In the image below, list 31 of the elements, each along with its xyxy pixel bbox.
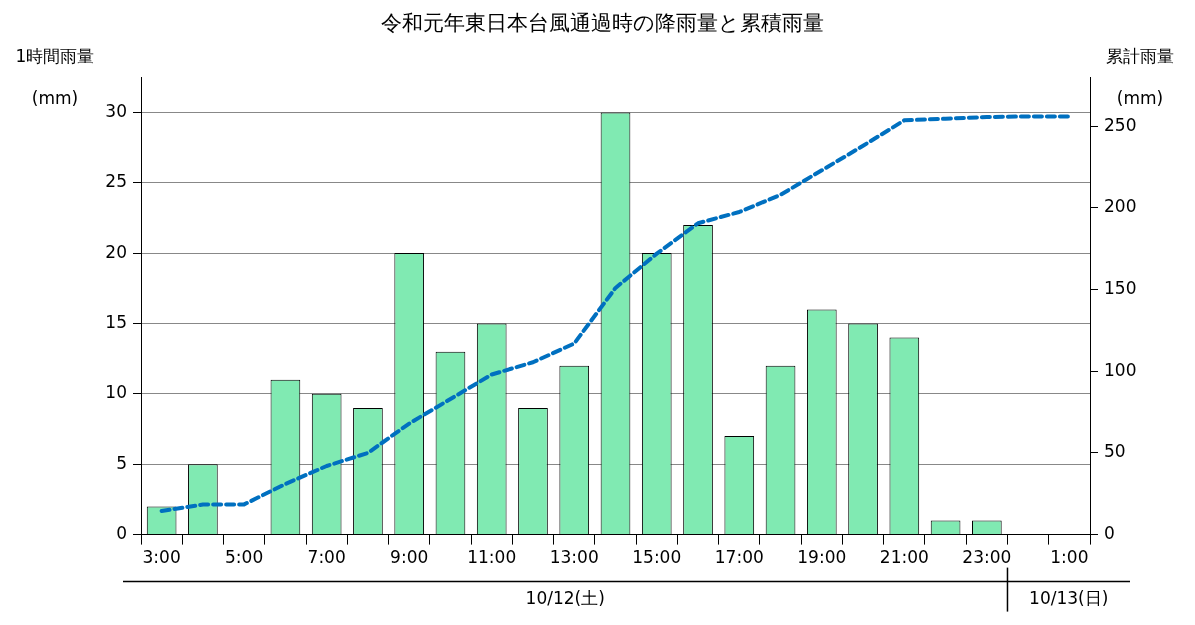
x-tick-label: 21:00 bbox=[879, 547, 929, 568]
x-tick-label: 1:00 bbox=[1050, 547, 1089, 568]
y-tick-label: 30 bbox=[105, 100, 127, 121]
y-tick-label: 0 bbox=[116, 523, 127, 544]
x-tick-label: 9:00 bbox=[390, 547, 429, 568]
y2-tick-label: 0 bbox=[1104, 523, 1115, 544]
y-tick-label: 5 bbox=[116, 452, 127, 473]
x-tick-label: 23:00 bbox=[962, 547, 1012, 568]
x-tick-label: 13:00 bbox=[549, 547, 599, 568]
text: 10/13(日) bbox=[1029, 588, 1109, 609]
y-tick-label: 10 bbox=[105, 382, 127, 403]
y2-tick-label: 100 bbox=[1104, 359, 1137, 380]
text: 1時間雨量 (mm) bbox=[15, 46, 95, 109]
x-tick-label: 19:00 bbox=[797, 547, 847, 568]
y-tick-label: 25 bbox=[105, 171, 127, 192]
x-tick-label: 15:00 bbox=[632, 547, 682, 568]
chart-title: 令和元年東日本台風通過時の降雨量と累積雨量 bbox=[381, 11, 824, 36]
y2-tick-label: 200 bbox=[1104, 196, 1137, 217]
text: 10/12(土) bbox=[525, 588, 605, 609]
y2-tick-label: 150 bbox=[1104, 277, 1137, 298]
line-series bbox=[159, 114, 1072, 513]
y-tick-label: 20 bbox=[105, 241, 127, 262]
y2-tick-label: 250 bbox=[1104, 114, 1137, 135]
x-tick-label: 17:00 bbox=[714, 547, 764, 568]
text: 累計雨量 (mm) bbox=[1106, 46, 1174, 109]
x-tick-label: 5:00 bbox=[225, 547, 264, 568]
x-tick-label: 11:00 bbox=[467, 547, 517, 568]
y2-tick-label: 50 bbox=[1104, 441, 1126, 462]
x-tick-label: 3:00 bbox=[142, 547, 181, 568]
y-tick-label: 15 bbox=[105, 311, 127, 332]
x-tick-label: 7:00 bbox=[307, 547, 346, 568]
